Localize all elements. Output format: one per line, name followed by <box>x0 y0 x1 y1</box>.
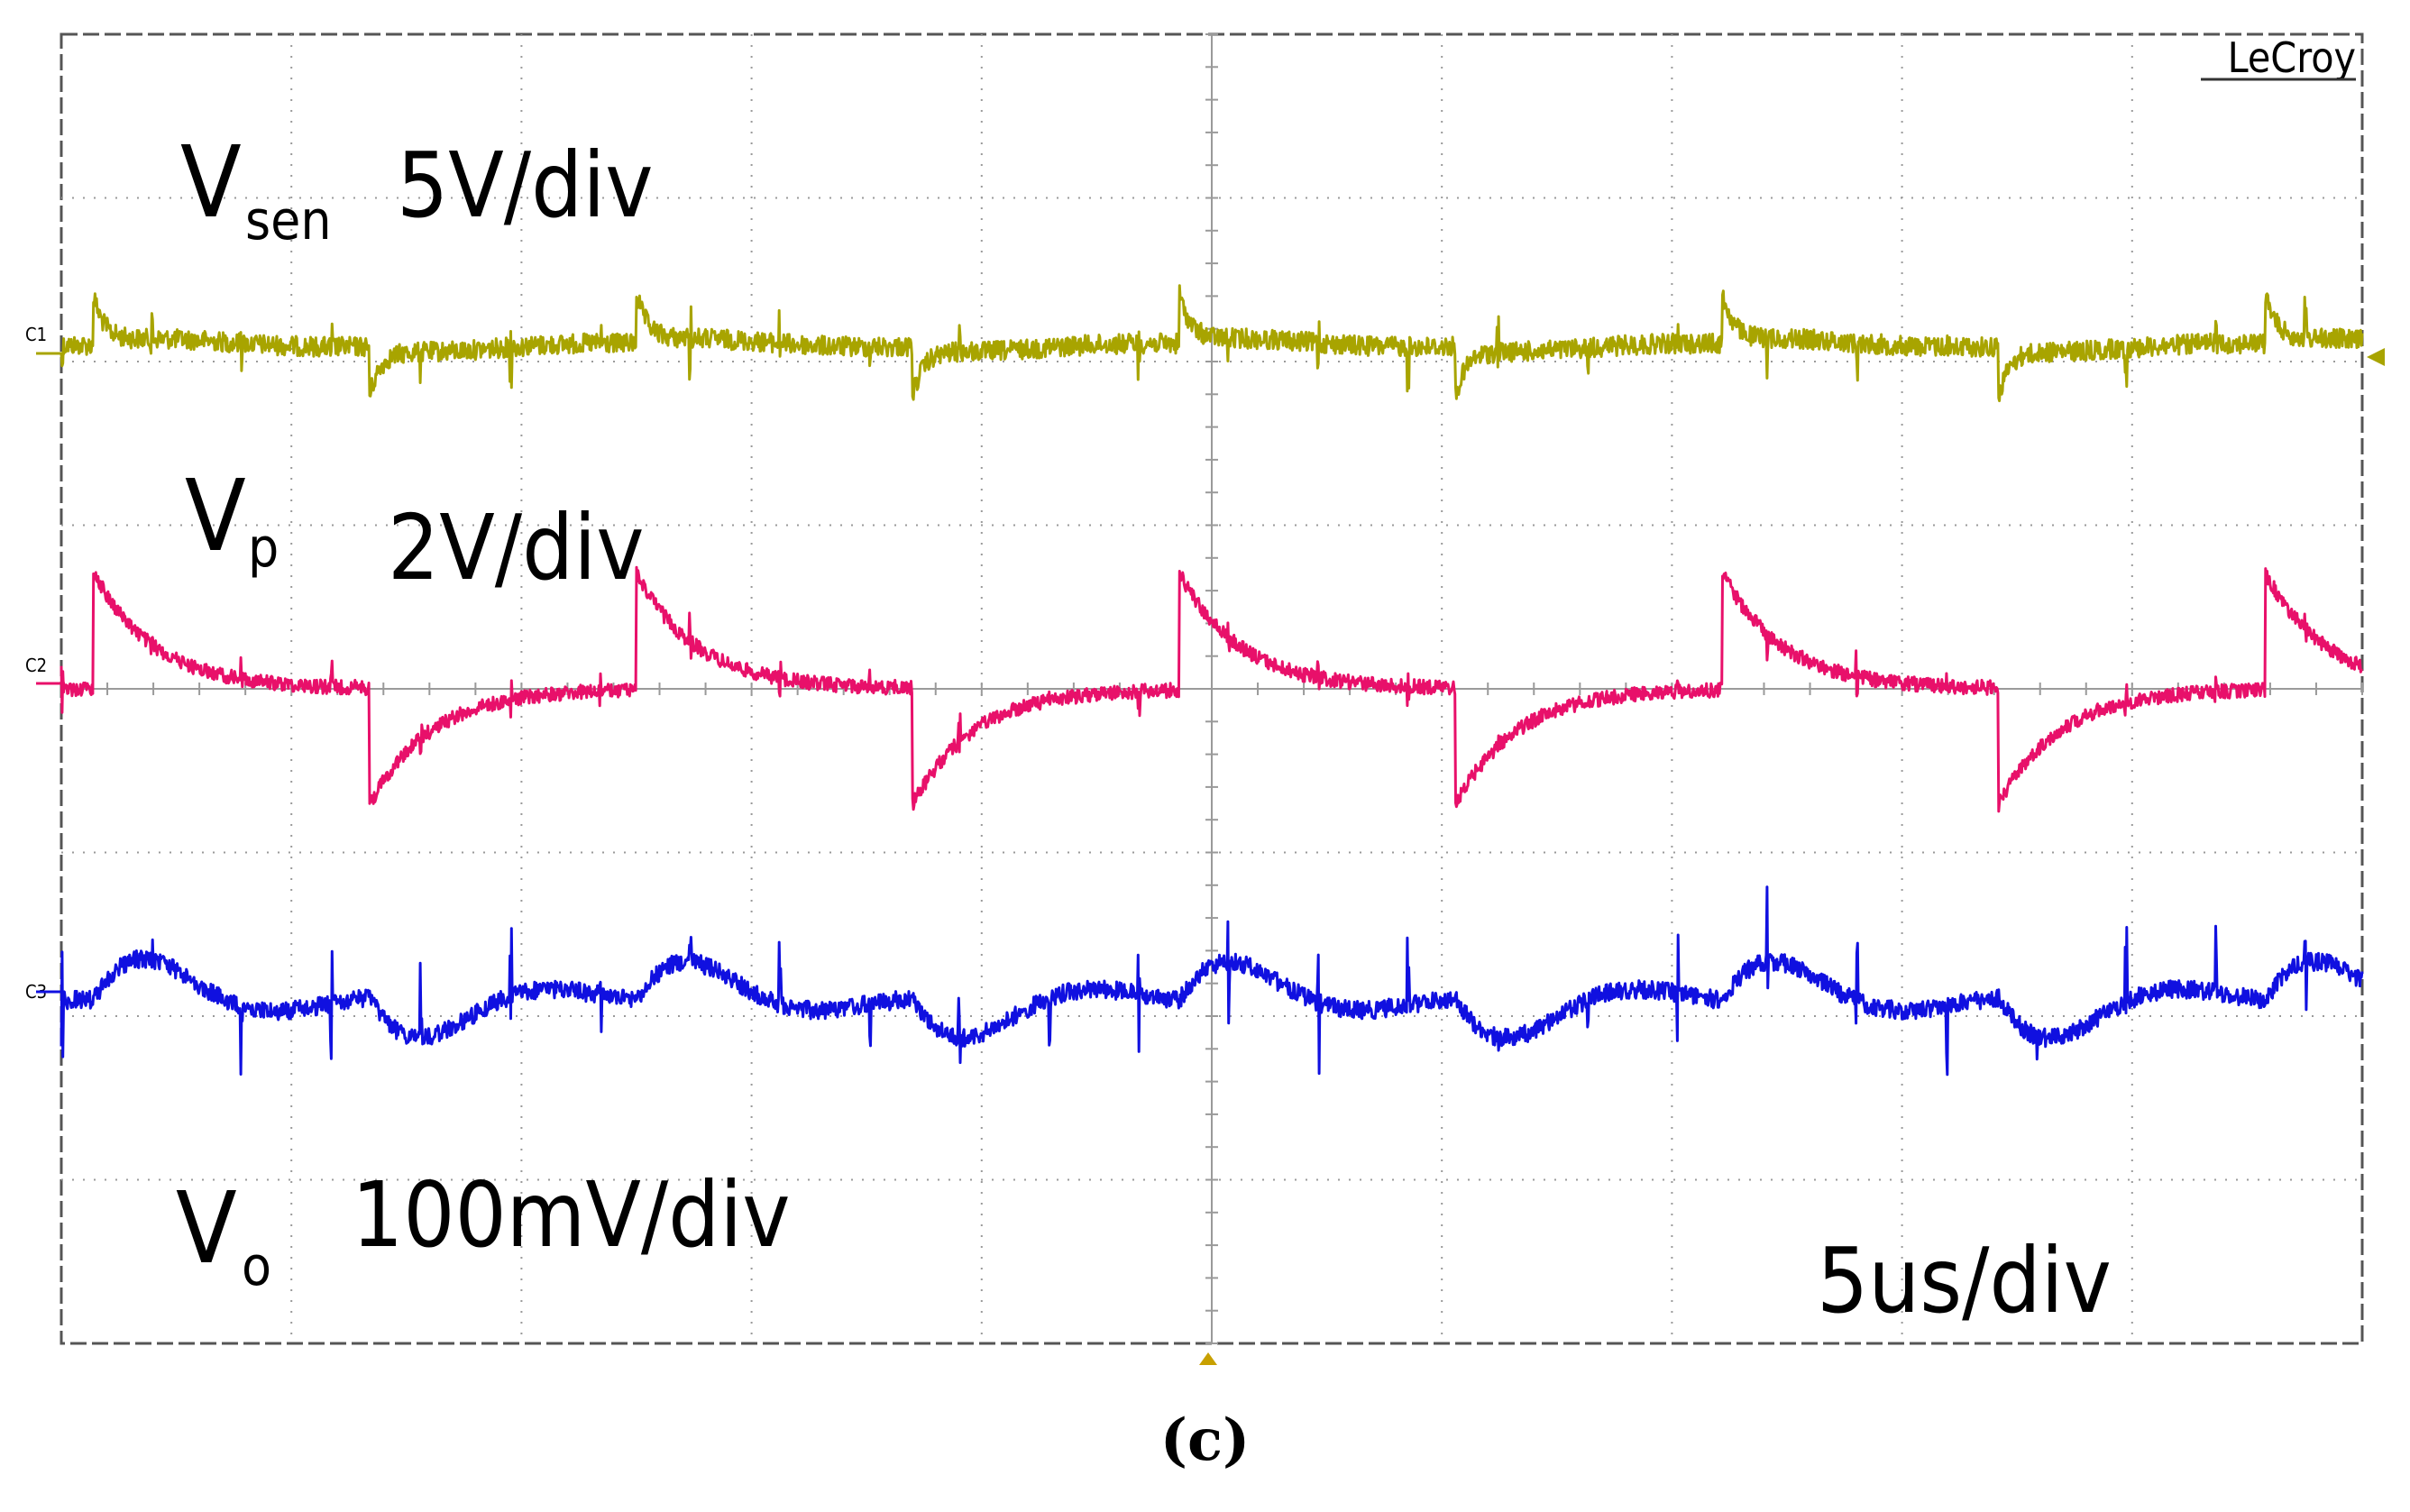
trigger-time-marker <box>1199 1352 1217 1365</box>
label-c2: V p 2V/div <box>185 458 644 600</box>
svg-text:5V/div: 5V/div <box>397 133 653 238</box>
channel-tag-c2: C2 <box>25 655 65 685</box>
label-c1: V sen 5V/div <box>180 124 653 252</box>
svg-text:V: V <box>176 1170 237 1286</box>
label-c3: V o 100mV/div <box>176 1162 791 1298</box>
trace-c2-vp <box>60 565 2363 813</box>
trace-c1-vsen <box>60 284 2364 403</box>
timebase-label: 5us/div <box>1817 1228 2112 1333</box>
svg-text:V: V <box>180 124 242 240</box>
svg-text:100mV/div: 100mV/div <box>352 1162 791 1268</box>
svg-text:sen: sen <box>245 189 332 252</box>
brand-logo: LeCroy <box>2228 33 2356 82</box>
c1-level-marker <box>2367 348 2385 366</box>
svg-text:p: p <box>248 517 279 580</box>
svg-text:C1: C1 <box>25 324 47 345</box>
svg-text:C2: C2 <box>25 655 47 676</box>
trace-c3-vo <box>60 885 2364 1077</box>
svg-text:V: V <box>185 458 246 573</box>
channel-tag-c1: C1 <box>25 324 65 355</box>
figure-caption: (c) <box>1159 1407 1251 1474</box>
svg-text:2V/div: 2V/div <box>388 495 644 600</box>
traces <box>60 284 2364 1077</box>
svg-text:o: o <box>242 1235 271 1298</box>
channel-tag-c3: C3 <box>25 981 65 1003</box>
